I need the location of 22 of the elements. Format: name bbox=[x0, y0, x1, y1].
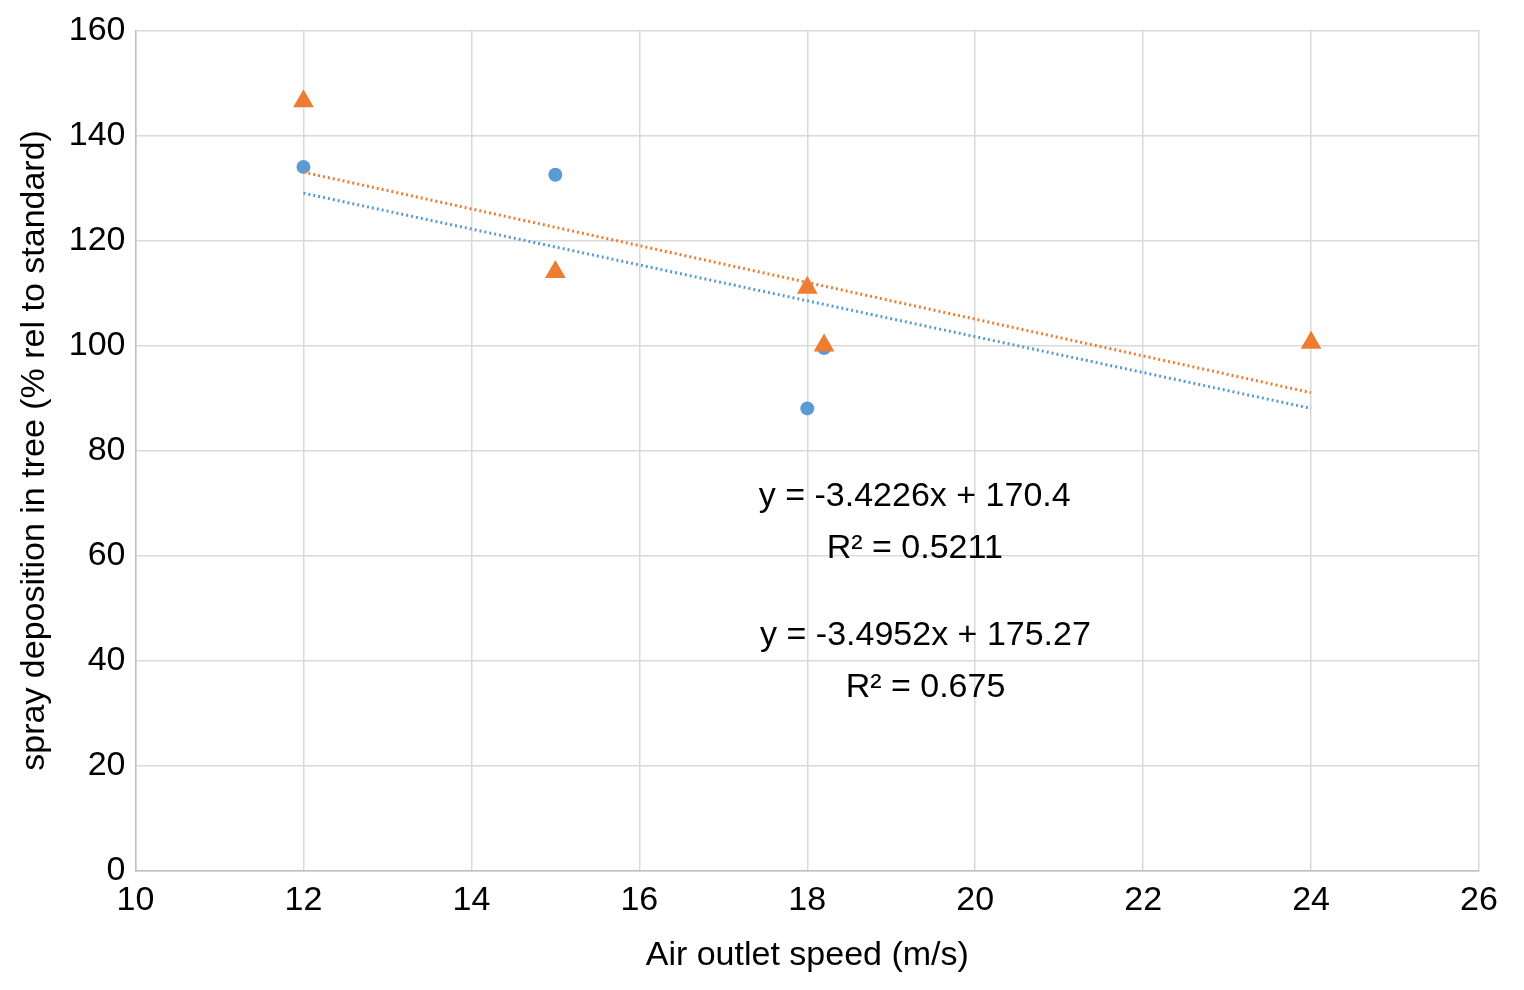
y-tick-label: 80 bbox=[87, 428, 126, 467]
y-tick-label: 100 bbox=[68, 323, 126, 362]
annotation: y = -3.4952x + 175.27 bbox=[760, 613, 1091, 652]
x-tick-label: 12 bbox=[284, 879, 323, 918]
annotation: y = -3.4226x + 170.4 bbox=[758, 474, 1071, 513]
x-tick-label: 22 bbox=[1124, 879, 1163, 918]
y-tick-label: 160 bbox=[68, 8, 126, 47]
y-tick-label: 60 bbox=[87, 533, 126, 572]
x-tick-label: 20 bbox=[956, 879, 995, 918]
x-tick-label: 18 bbox=[788, 879, 827, 918]
y-tick-label: 140 bbox=[68, 113, 126, 152]
x-axis-title: Air outlet speed (m/s) bbox=[645, 933, 969, 972]
annotation: R² = 0.5211 bbox=[826, 527, 1003, 566]
x-tick-label: 24 bbox=[1292, 879, 1330, 918]
y-tick-label: 120 bbox=[68, 218, 126, 257]
y-tick-label: 20 bbox=[87, 743, 126, 782]
y-axis-title: spray deposition in tree (% rel to standard) bbox=[12, 130, 51, 771]
x-tick-label: 26 bbox=[1460, 879, 1498, 918]
x-tick-label: 16 bbox=[620, 879, 659, 918]
annotation: R² = 0.675 bbox=[845, 666, 1006, 705]
x-tick-label: 14 bbox=[452, 879, 491, 918]
y-tick-label: 40 bbox=[87, 638, 126, 677]
